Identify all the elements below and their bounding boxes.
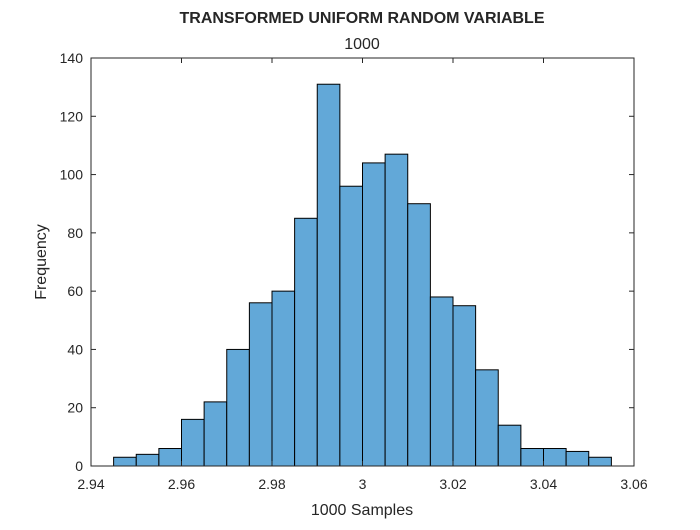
- x-tick-label: 2.96: [168, 476, 195, 492]
- y-tick-label: 100: [60, 167, 84, 183]
- histogram-bar: [497, 424, 522, 467]
- y-axis-label: Frequency: [33, 224, 50, 300]
- x-axis-label: 1000 Samples: [311, 502, 413, 519]
- x-tick-label: 2.94: [77, 476, 104, 492]
- x-tick-label: 3.04: [530, 476, 557, 492]
- y-tick-label: 120: [60, 108, 84, 124]
- histogram-bar: [181, 418, 205, 467]
- histogram-bar: [113, 456, 137, 467]
- chart-subtitle: 1000: [344, 36, 380, 53]
- histogram-bar: [226, 348, 250, 467]
- histogram-bar: [271, 290, 296, 467]
- y-tick-label: 80: [67, 225, 83, 241]
- histogram-bar: [316, 83, 341, 467]
- y-tick-label: 40: [67, 341, 83, 357]
- x-tick-label: 2.98: [258, 476, 285, 492]
- histogram-bar: [135, 453, 160, 467]
- histogram-bar: [588, 456, 612, 467]
- y-tick-label: 140: [60, 50, 84, 66]
- histogram-bar: [294, 217, 318, 467]
- chart-title: TRANSFORMED UNIFORM RANDOM VARIABLE: [179, 10, 544, 27]
- histogram-bar: [429, 296, 454, 467]
- histogram-bar: [158, 448, 183, 467]
- bars-group: [113, 83, 612, 467]
- histogram-bar: [565, 450, 590, 467]
- histogram-bar: [452, 305, 477, 467]
- histogram-bar: [203, 401, 228, 467]
- x-tick-label: 3: [359, 476, 367, 492]
- histogram-bar: [475, 369, 499, 467]
- x-tick-label: 3.06: [620, 476, 647, 492]
- histogram-bar: [407, 203, 431, 467]
- histogram-bar: [543, 448, 567, 467]
- histogram-bar: [520, 448, 545, 467]
- y-tick-label: 0: [75, 458, 83, 474]
- x-tick-label: 3.02: [439, 476, 466, 492]
- y-tick-label: 20: [67, 400, 83, 416]
- histogram-bar: [362, 162, 386, 467]
- y-tick-label: 60: [67, 283, 83, 299]
- histogram-bar: [384, 153, 409, 467]
- histogram-bar: [339, 185, 364, 467]
- axes-group: 2.94 2.96 2.98 3 3.02 3.04 3.06 0 20 40 60 80 100 120…: [60, 50, 648, 492]
- histogram-bar: [248, 302, 273, 467]
